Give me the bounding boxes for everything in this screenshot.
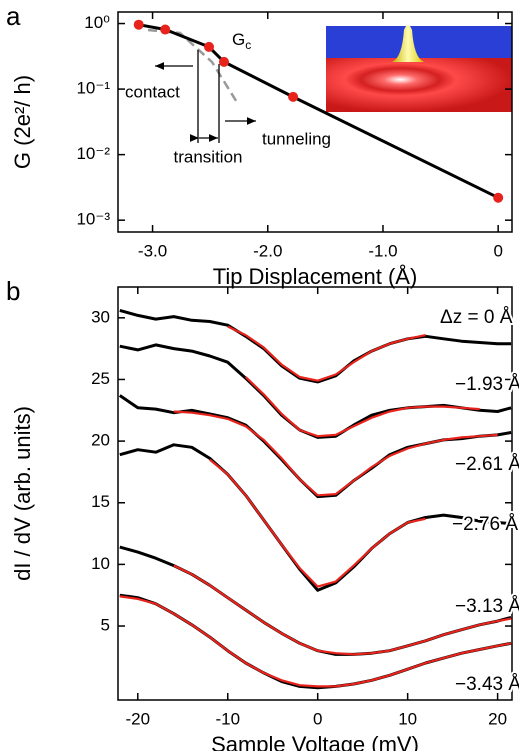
y-tick-label: 10⁻² [76,144,110,163]
y-tick-label: 25 [91,369,110,388]
y-tick-label: 5 [101,616,110,635]
data-point [288,91,299,102]
series-line [209,458,426,588]
series-label: −3.13 Å [455,596,519,617]
x-tick-label: 0 [313,709,322,728]
series-line [119,308,512,384]
panel-label: a [6,1,21,31]
series-line [173,410,498,497]
y-tick-label: 20 [91,431,110,450]
data-point [493,192,504,203]
data-point [160,24,171,35]
transition-label: transition [174,147,243,166]
data-point [218,56,229,67]
series-label: −1.93 Å [455,374,519,395]
data-point [133,19,144,30]
series-label: −3.43 Å [455,674,519,695]
x-tick-label: -2.0 [253,241,282,260]
series-line [119,343,512,439]
tunneling-label: tunneling [262,129,331,148]
series-line [244,376,480,438]
y-tick-label: 30 [91,307,110,326]
series-line [173,564,512,656]
series-line [227,325,426,382]
x-tick-label: 10 [398,709,417,728]
x-tick-label: 0 [493,241,502,260]
data-point [204,41,215,52]
y-tick-label: 10 [91,554,110,573]
y-axis-label: G (2e²/ h) [10,75,35,169]
series-line [119,595,512,688]
series-line [119,443,512,592]
x-axis-label: Sample Voltage (mV) [211,732,419,751]
gc-sub: c [245,38,251,52]
gc-base: G [232,30,245,49]
series-label: Δz = 0 Å [440,307,513,328]
y-tick-label: 10⁻³ [76,210,110,229]
plot-frame [117,11,513,233]
inset-image [326,25,512,112]
y-tick-label: 10⁰ [84,13,110,32]
x-tick-label: 20 [488,709,507,728]
y-axis-label: dI / dV (arb. units) [10,406,35,581]
series-line [119,545,512,656]
contact-label: contact [125,82,180,101]
x-tick-label: -20 [126,709,151,728]
series-label: −2.61 Å [455,454,519,475]
series-line [119,593,512,690]
panel-label: b [6,276,20,306]
gc-label: Gc [232,30,251,52]
y-tick-label: 15 [91,492,110,511]
plot-frame [117,286,513,701]
x-axis-label: Tip Displacement (Å) [213,264,418,289]
x-tick-label: -1.0 [368,241,397,260]
y-tick-label: 10⁻¹ [76,79,110,98]
x-tick-label: -3.0 [138,241,167,260]
series-label: −2.76 Å [452,514,518,535]
x-tick-label: -10 [215,709,240,728]
